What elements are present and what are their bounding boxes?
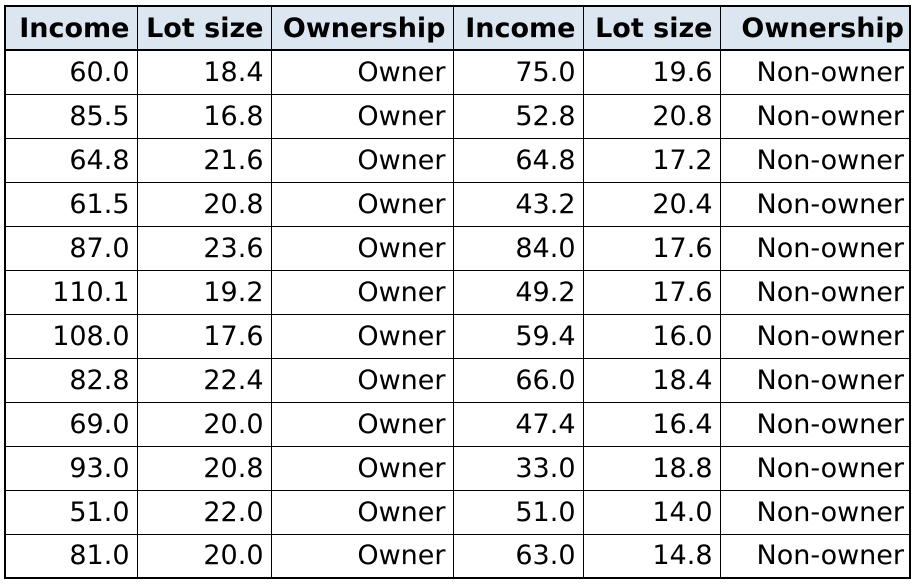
lot-size-cell: 20.8 — [136, 445, 272, 491]
income-cell: 64.8 — [452, 137, 584, 183]
ownership-cell: Owner — [270, 357, 454, 403]
ownership-data-table: Income Lot size Ownership Income Lot siz… — [4, 5, 911, 579]
ownership-cell: Non-owner — [719, 137, 911, 183]
ownership-cell: Non-owner — [719, 489, 911, 535]
ownership-cell: Owner — [270, 93, 454, 139]
ownership-cell: Non-owner — [719, 401, 911, 447]
ownership-cell: Non-owner — [719, 225, 911, 271]
income-cell: 82.8 — [4, 357, 138, 403]
header-lot-size-owner: Lot size — [136, 5, 272, 51]
lot-size-cell: 14.0 — [582, 489, 721, 535]
ownership-cell: Owner — [270, 401, 454, 447]
lot-size-cell: 18.8 — [582, 445, 721, 491]
lot-size-cell: 16.0 — [582, 313, 721, 359]
ownership-cell: Owner — [270, 445, 454, 491]
lot-size-cell: 17.6 — [582, 269, 721, 315]
income-cell: 66.0 — [452, 357, 584, 403]
income-cell: 84.0 — [452, 225, 584, 271]
lot-size-cell: 18.4 — [582, 357, 721, 403]
lot-size-cell: 22.4 — [136, 357, 272, 403]
table-row: 64.8 21.6 Owner 64.8 17.2 Non-owner — [4, 137, 911, 183]
income-cell: 43.2 — [452, 181, 584, 227]
ownership-cell: Non-owner — [719, 181, 911, 227]
lot-size-cell: 20.0 — [136, 401, 272, 447]
lot-size-cell: 20.0 — [136, 533, 272, 579]
income-cell: 51.0 — [452, 489, 584, 535]
lot-size-cell: 18.4 — [136, 49, 272, 95]
table-row: 51.0 22.0 Owner 51.0 14.0 Non-owner — [4, 489, 911, 535]
lot-size-cell: 23.6 — [136, 225, 272, 271]
lot-size-cell: 19.2 — [136, 269, 272, 315]
header-ownership-nonowner: Ownership — [719, 5, 911, 51]
table-row: 87.0 23.6 Owner 84.0 17.6 Non-owner — [4, 225, 911, 271]
ownership-cell: Owner — [270, 533, 454, 579]
lot-size-cell: 22.0 — [136, 489, 272, 535]
income-cell: 49.2 — [452, 269, 584, 315]
ownership-cell: Owner — [270, 313, 454, 359]
ownership-cell: Non-owner — [719, 533, 911, 579]
table-row: 82.8 22.4 Owner 66.0 18.4 Non-owner — [4, 357, 911, 403]
header-ownership-owner: Ownership — [270, 5, 454, 51]
ownership-cell: Non-owner — [719, 357, 911, 403]
ownership-cell: Owner — [270, 489, 454, 535]
header-income-owner: Income — [4, 5, 138, 51]
income-cell: 75.0 — [452, 49, 584, 95]
income-cell: 110.1 — [4, 269, 138, 315]
table-row: 69.0 20.0 Owner 47.4 16.4 Non-owner — [4, 401, 911, 447]
income-cell: 60.0 — [4, 49, 138, 95]
header-row: Income Lot size Ownership Income Lot siz… — [4, 5, 911, 51]
header-income-nonowner: Income — [452, 5, 584, 51]
lot-size-cell: 16.4 — [582, 401, 721, 447]
income-cell: 52.8 — [452, 93, 584, 139]
ownership-cell: Non-owner — [719, 445, 911, 491]
table-row: 60.0 18.4 Owner 75.0 19.6 Non-owner — [4, 49, 911, 95]
lot-size-cell: 14.8 — [582, 533, 721, 579]
ownership-cell: Non-owner — [719, 313, 911, 359]
header-lot-size-nonowner: Lot size — [582, 5, 721, 51]
lot-size-cell: 20.4 — [582, 181, 721, 227]
ownership-cell: Owner — [270, 269, 454, 315]
ownership-cell: Non-owner — [719, 93, 911, 139]
income-cell: 51.0 — [4, 489, 138, 535]
lot-size-cell: 17.2 — [582, 137, 721, 183]
ownership-cell: Owner — [270, 225, 454, 271]
table-row: 93.0 20.8 Owner 33.0 18.8 Non-owner — [4, 445, 911, 491]
income-cell: 63.0 — [452, 533, 584, 579]
income-cell: 64.8 — [4, 137, 138, 183]
income-cell: 47.4 — [452, 401, 584, 447]
table-row: 81.0 20.0 Owner 63.0 14.8 Non-owner — [4, 533, 911, 579]
lot-size-cell: 21.6 — [136, 137, 272, 183]
income-cell: 33.0 — [452, 445, 584, 491]
income-cell: 93.0 — [4, 445, 138, 491]
ownership-cell: Owner — [270, 137, 454, 183]
table-header: Income Lot size Ownership Income Lot siz… — [4, 5, 911, 51]
income-cell: 87.0 — [4, 225, 138, 271]
ownership-cell: Owner — [270, 49, 454, 95]
table-row: 61.5 20.8 Owner 43.2 20.4 Non-owner — [4, 181, 911, 227]
lot-size-cell: 20.8 — [136, 181, 272, 227]
income-cell: 61.5 — [4, 181, 138, 227]
table-body: 60.0 18.4 Owner 75.0 19.6 Non-owner 85.5 16.8 Ow… — [4, 49, 911, 579]
table-row: 85.5 16.8 Owner 52.8 20.8 Non-owner — [4, 93, 911, 139]
ownership-cell: Owner — [270, 181, 454, 227]
income-cell: 59.4 — [452, 313, 584, 359]
income-cell: 85.5 — [4, 93, 138, 139]
lot-size-cell: 19.6 — [582, 49, 721, 95]
lot-size-cell: 16.8 — [136, 93, 272, 139]
table-row: 110.1 19.2 Owner 49.2 17.6 Non-owner — [4, 269, 911, 315]
income-cell: 69.0 — [4, 401, 138, 447]
lot-size-cell: 17.6 — [582, 225, 721, 271]
ownership-cell: Non-owner — [719, 49, 911, 95]
lot-size-cell: 17.6 — [136, 313, 272, 359]
ownership-cell: Non-owner — [719, 269, 911, 315]
lot-size-cell: 20.8 — [582, 93, 721, 139]
table-row: 108.0 17.6 Owner 59.4 16.0 Non-owner — [4, 313, 911, 359]
income-cell: 81.0 — [4, 533, 138, 579]
income-cell: 108.0 — [4, 313, 138, 359]
